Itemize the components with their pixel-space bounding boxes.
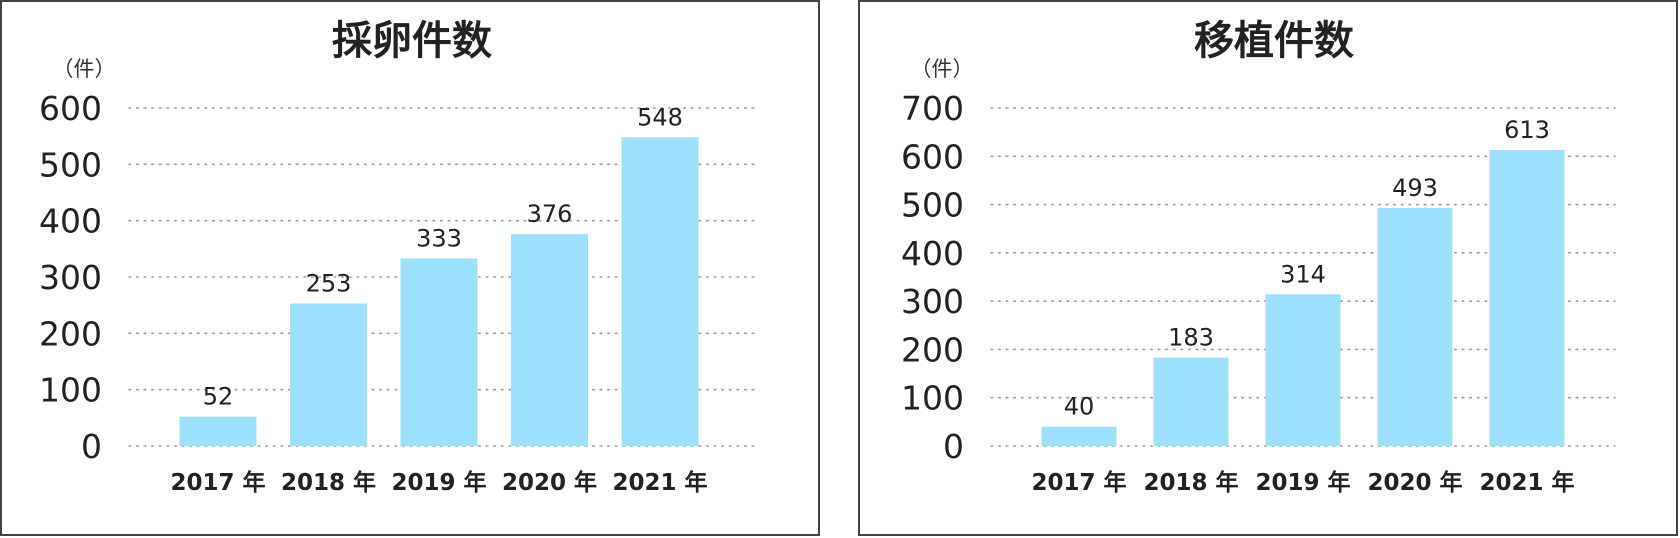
y-tick-label: 100 [39, 371, 102, 410]
data-label: 613 [1504, 116, 1550, 144]
data-label: 253 [306, 269, 352, 297]
x-tick-label: 2020 年 [502, 469, 597, 496]
y-tick-label: 100 [901, 379, 964, 418]
x-tick-label: 2021 年 [1479, 469, 1574, 496]
y-tick-label: 600 [39, 89, 102, 128]
y-tick-label: 500 [39, 145, 102, 184]
data-label: 183 [1168, 324, 1214, 352]
y-tick-label: 400 [901, 234, 964, 273]
data-label: 548 [637, 103, 683, 131]
y-tick-label: 300 [39, 258, 102, 297]
bar [1265, 294, 1341, 446]
chart-title: 採卵件数 [332, 18, 492, 64]
y-tick-label: 300 [901, 282, 964, 321]
x-tick-label: 2019 年 [391, 469, 486, 496]
bar [1489, 150, 1565, 446]
bar-chart-embryo-transfer: 移植件数 （件） 0 100 200 300 400 500 600 700 40 2017 年 1… [901, 18, 1616, 496]
y-tick-label: 200 [901, 330, 964, 369]
x-tick-label: 2017 年 [1031, 469, 1126, 496]
chart-panel-embryo-transfer: 移植件数 （件） 0 100 200 300 400 500 600 700 40 2017 年 1… [858, 0, 1678, 536]
bar [1041, 426, 1117, 446]
x-tick-label: 2018 年 [1143, 469, 1238, 496]
bar [1377, 207, 1453, 446]
data-label: 314 [1280, 260, 1326, 288]
bar [511, 234, 588, 446]
bar [400, 258, 478, 446]
bar [1153, 357, 1229, 446]
data-label: 52 [203, 383, 234, 411]
y-tick-label: 0 [943, 427, 964, 466]
x-tick-label: 2018 年 [281, 469, 376, 496]
x-tick-label: 2017 年 [170, 469, 265, 496]
y-tick-label: 500 [901, 186, 964, 225]
y-tick-label: 0 [81, 427, 102, 466]
y-tick-label: 200 [39, 314, 102, 353]
chart-panel-egg-retrieval: 採卵件数 （件） 0 100 200 300 400 500 600 52 2017 年 253 2… [0, 0, 820, 536]
chart-title: 移植件数 [1194, 18, 1354, 64]
bar [621, 137, 699, 446]
data-label: 40 [1064, 393, 1095, 421]
y-tick-label: 600 [901, 137, 964, 176]
bar [290, 303, 367, 446]
data-label: 376 [527, 200, 573, 228]
bar [179, 416, 257, 446]
bar-chart-egg-retrieval: 採卵件数 （件） 0 100 200 300 400 500 600 52 2017 年 253 2… [39, 18, 756, 496]
data-label: 333 [416, 224, 462, 252]
x-tick-label: 2019 年 [1255, 469, 1350, 496]
y-unit-label: （件） [911, 57, 974, 81]
y-tick-label: 400 [39, 202, 102, 241]
y-tick-label: 700 [901, 89, 964, 128]
x-tick-label: 2020 年 [1367, 469, 1462, 496]
x-tick-label: 2021 年 [612, 469, 707, 496]
y-unit-label: （件） [53, 57, 116, 81]
data-label: 493 [1392, 174, 1438, 202]
